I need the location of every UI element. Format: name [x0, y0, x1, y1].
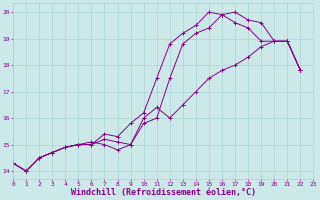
X-axis label: Windchill (Refroidissement éolien,°C): Windchill (Refroidissement éolien,°C) [71, 188, 256, 197]
